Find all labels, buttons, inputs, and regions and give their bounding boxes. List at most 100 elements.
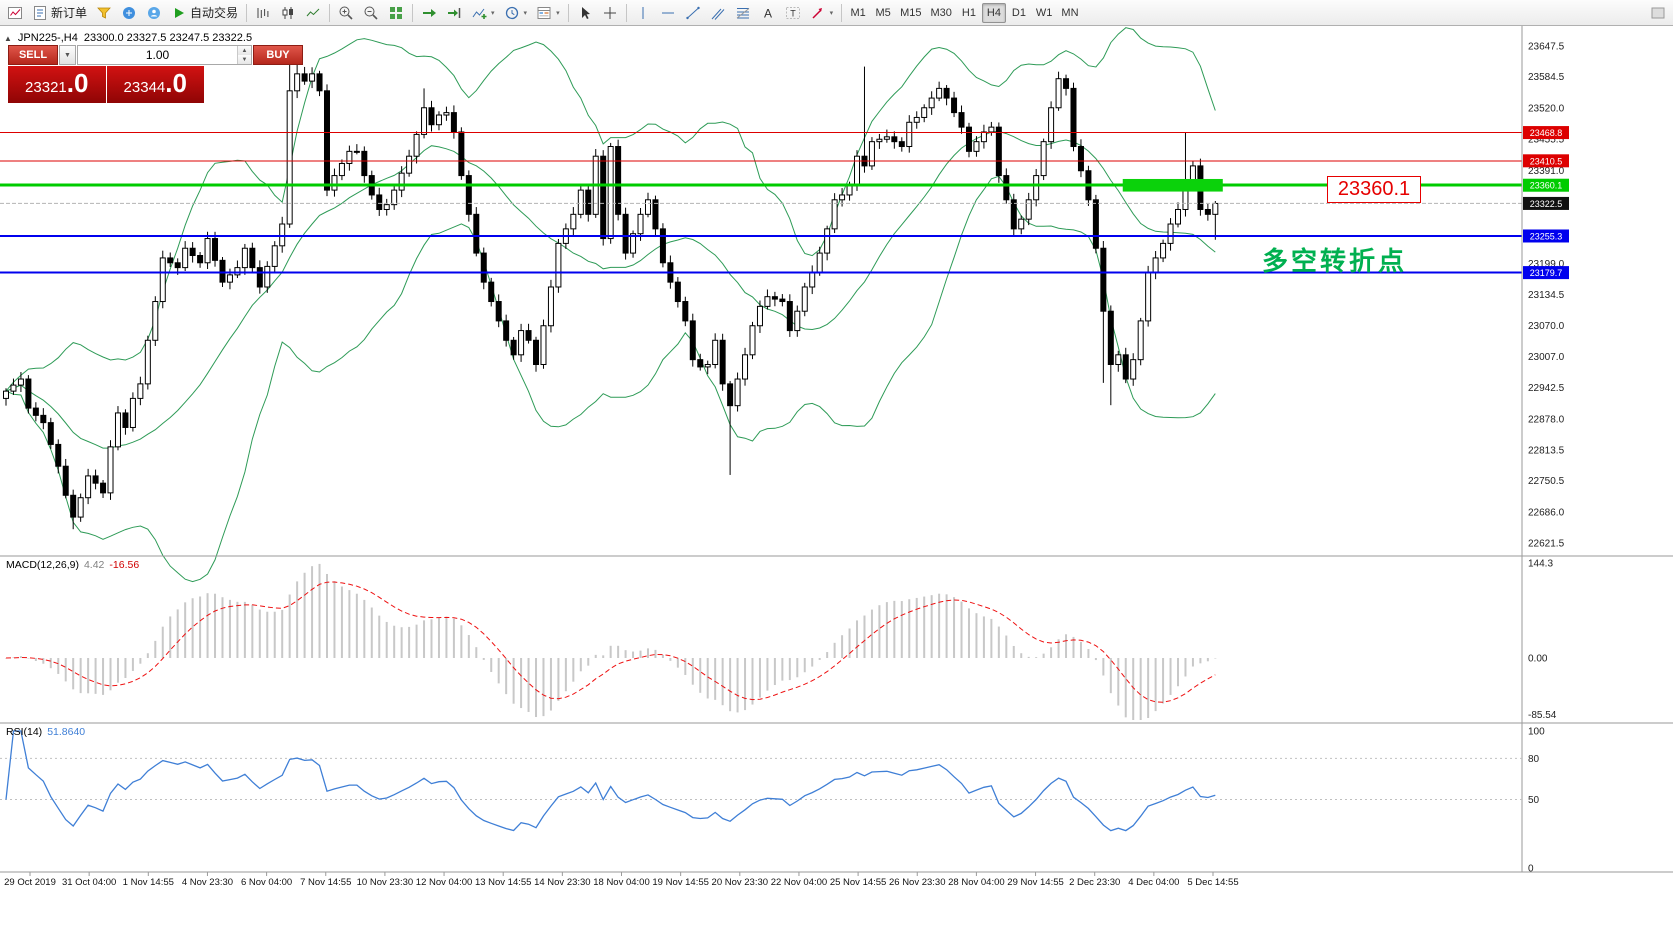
chart-window: 23647.5 23584.5 23520.0 23455.5 23391.0 23199… [0,26,1673,948]
text-label-button[interactable]: T [781,2,805,24]
svg-text:7 Nov 14:55: 7 Nov 14:55 [300,877,351,888]
svg-text:18 Nov 04:00: 18 Nov 04:00 [593,877,650,888]
svg-text:-85.54: -85.54 [1528,710,1557,721]
sell-price-base: 23321 [25,79,67,96]
timeframe-mn-button[interactable]: MN [1057,3,1082,23]
macd-name: MACD(12,26,9) [6,559,79,571]
svg-text:23584.5: 23584.5 [1528,72,1565,83]
svg-text:28 Nov 04:00: 28 Nov 04:00 [948,877,1005,888]
auto-trading-button[interactable]: 自动交易 [167,2,242,24]
bars-chart-button[interactable] [251,2,275,24]
candlestick-chart-icon [282,6,294,19]
docking-button[interactable] [1646,2,1670,24]
text-a-icon: A [764,6,772,20]
svg-text:23199.0: 23199.0 [1528,259,1565,270]
svg-text:23360.1: 23360.1 [1530,181,1563,191]
timeframe-d1-button[interactable]: D1 [1007,3,1031,23]
svg-text:1 Nov 14:55: 1 Nov 14:55 [123,877,174,888]
horizontal-line-button[interactable] [656,2,680,24]
clock-icon [505,6,518,19]
fibonacci-icon [736,7,749,18]
arrows-button[interactable]: ▾ [806,2,838,24]
volume-down-button[interactable]: ▼ [238,55,251,64]
bars-chart-icon [257,7,269,18]
svg-text:23322.5: 23322.5 [1530,199,1563,209]
svg-text:23520.0: 23520.0 [1528,103,1565,114]
zoom-in-button[interactable] [334,2,358,24]
svg-text:144.3: 144.3 [1528,559,1553,570]
auto-scroll-button[interactable] [417,2,441,24]
toolbar: 新订单 自动交易 [0,0,1673,26]
new-chart-button[interactable] [3,2,27,24]
trendline-icon [685,6,700,19]
order-type-dropdown[interactable]: ▼ [59,45,76,65]
svg-text:6 Nov 04:00: 6 Nov 04:00 [241,877,292,888]
timeframe-m1-button[interactable]: M1 [846,3,870,23]
equidistant-channel-button[interactable] [706,2,730,24]
rsi-value: 51.8640 [47,726,86,738]
svg-text:100: 100 [1528,727,1545,738]
auto-scroll-icon [423,8,437,17]
cursor-button[interactable] [573,2,597,24]
line-chart-button[interactable] [301,2,325,24]
svg-text:26 Nov 23:30: 26 Nov 23:30 [889,877,946,888]
fibonacci-button[interactable] [731,2,755,24]
oneclick-toggle-icon[interactable]: ▲ [4,33,12,43]
buy-button[interactable]: BUY [253,45,303,65]
svg-text:4 Dec 04:00: 4 Dec 04:00 [1128,877,1179,888]
macd-label: MACD(12,26,9) 4.42 -16.56 [6,559,139,571]
periods-button[interactable]: ▾ [500,2,532,24]
tile-windows-button[interactable] [384,2,408,24]
dropdown-caret-icon: ▾ [556,9,560,17]
timeframe-h4-button[interactable]: H4 [981,2,1006,23]
horizontal-line-icon [661,12,674,13]
chart-shift-button[interactable] [442,2,466,24]
svg-text:29 Nov 14:55: 29 Nov 14:55 [1007,877,1064,888]
text-button[interactable]: A [756,2,780,24]
templates-icon [537,6,551,19]
templates-button[interactable]: ▾ [532,2,564,24]
svg-text:T: T [790,8,796,18]
vertical-line-button[interactable] [631,2,655,24]
svg-text:23647.5: 23647.5 [1528,42,1565,53]
indicators-button[interactable]: ▾ [467,2,499,24]
candlestick-chart-button[interactable] [276,2,300,24]
timeframe-m5-button[interactable]: M5 [871,3,895,23]
sell-button[interactable]: SELL [8,45,58,65]
zoom-out-icon [364,6,378,20]
svg-text:13 Nov 14:55: 13 Nov 14:55 [475,877,532,888]
svg-text:10 Nov 23:30: 10 Nov 23:30 [357,877,414,888]
new-order-icon [34,5,46,20]
svg-text:22621.5: 22621.5 [1528,539,1565,550]
indicators-icon [472,8,487,19]
dropdown-caret-icon: ▾ [829,9,834,17]
volume-up-button[interactable]: ▲ [238,46,251,55]
community-icon [148,6,161,19]
timeframe-h1-button[interactable]: H1 [957,3,981,23]
zoom-in-icon [339,6,353,20]
chart-canvas[interactable]: 23647.5 23584.5 23520.0 23455.5 23391.0 23199… [0,26,1673,948]
turning-point-label[interactable]: 多空转折点 [1262,246,1408,276]
zoom-out-button[interactable] [359,2,383,24]
volume-input[interactable] [78,46,237,64]
trendline-button[interactable] [681,2,705,24]
market-button[interactable] [117,2,141,24]
crosshair-button[interactable] [598,2,622,24]
text-label-icon: T [785,6,800,19]
line-chart-icon [306,8,320,16]
new-order-button[interactable]: 新订单 [28,2,91,24]
svg-text:0: 0 [1528,864,1534,875]
timeframe-w1-button[interactable]: W1 [1032,3,1057,23]
metaeditor-button[interactable] [92,2,116,24]
svg-text:22813.5: 22813.5 [1528,445,1565,456]
market-globe-icon [123,6,136,19]
timeframe-m30-button[interactable]: M30 [927,3,956,23]
buy-price[interactable]: 23344.0 [106,66,204,103]
macd-main-value: 4.42 [83,559,105,571]
vertical-line-icon [642,6,644,19]
community-button[interactable] [142,2,166,24]
price-callout-23360[interactable]: 23360.1 [1327,176,1421,203]
sell-price[interactable]: 23321.0 [8,66,106,103]
timeframe-m15-button[interactable]: M15 [896,3,925,23]
